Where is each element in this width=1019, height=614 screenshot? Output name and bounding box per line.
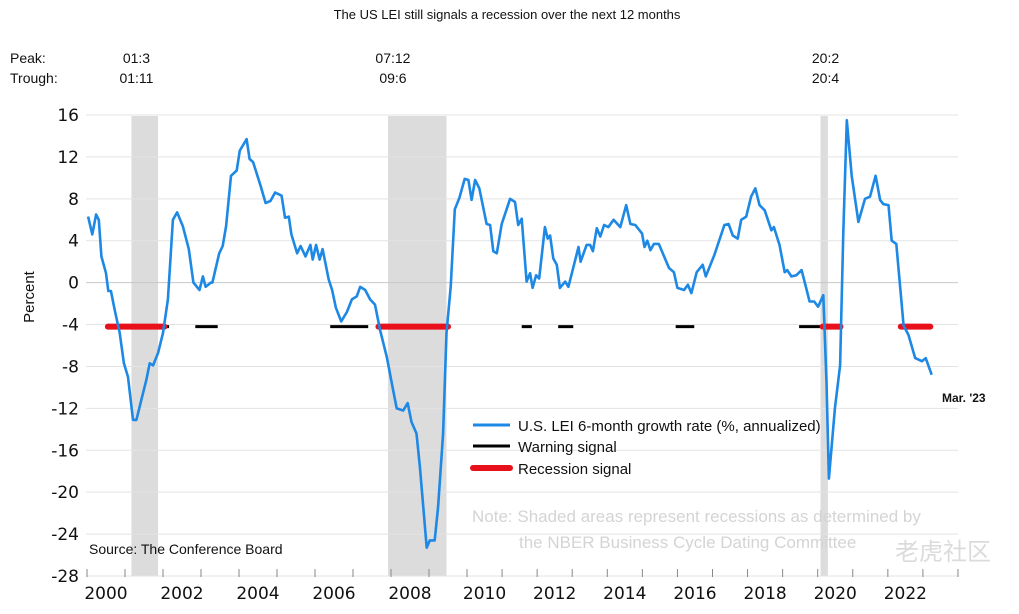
y-tick-label: 4 <box>68 232 79 252</box>
lei-series <box>86 118 933 550</box>
last-point-annotation: Mar. '23 <box>942 391 986 405</box>
x-tick-label: 2006 <box>312 584 355 604</box>
peak-date-1: 07:12 <box>375 50 410 66</box>
lei-line <box>86 118 933 550</box>
chart-title: The US LEI still signals a recession ove… <box>334 7 681 22</box>
trough-label: Trough: <box>10 70 58 86</box>
gridlines <box>86 114 958 577</box>
x-tick-label: 2004 <box>236 584 279 604</box>
x-axis-ticks: 2000 2002 2004 2006 2008 2010 2012 2014 2016 2018… <box>84 569 959 604</box>
recession-shade-0 <box>131 116 159 576</box>
x-tick-label: 2008 <box>388 584 431 604</box>
y-tick-label: -4 <box>62 316 79 336</box>
legend-label-lei: U.S. LEI 6-month growth rate (%, annuali… <box>518 418 821 435</box>
x-tick-label: 2000 <box>84 584 127 604</box>
y-axis-ticks: 16 12 8 4 0 -4 -8 -12 -16 -20 -24 -28 <box>51 106 79 587</box>
nber-note-2: the NBER Business Cycle Dating Committee <box>519 533 856 552</box>
trough-date-1: 09:6 <box>379 70 406 86</box>
y-tick-label: 16 <box>57 106 79 126</box>
x-tick-label: 2016 <box>673 584 716 604</box>
y-axis-label: Percent <box>21 270 38 323</box>
peak-trough-labels: 01:3 01:11 07:12 09:6 20:2 20:4 <box>119 50 839 86</box>
y-tick-label: -8 <box>62 357 79 377</box>
trough-date-0: 01:11 <box>119 70 153 86</box>
x-tick-label: 2018 <box>743 584 786 604</box>
source-note: Source: The Conference Board <box>89 541 283 557</box>
legend: U.S. LEI 6-month growth rate (%, annuali… <box>470 418 821 478</box>
x-tick-label: 2012 <box>533 584 576 604</box>
peak-date-0: 01:3 <box>123 50 150 66</box>
y-tick-label: -16 <box>51 441 79 461</box>
y-tick-label: -12 <box>51 399 79 419</box>
peak-date-2: 20:2 <box>812 50 839 66</box>
legend-label-warning: Warning signal <box>518 439 617 456</box>
x-tick-label: 2014 <box>603 584 646 604</box>
x-tick-label: 2020 <box>814 584 857 604</box>
recession-shade-1 <box>387 116 447 576</box>
x-tick-label: 2022 <box>884 584 927 604</box>
y-tick-label: -20 <box>51 483 79 503</box>
trough-date-2: 20:4 <box>812 70 839 86</box>
x-tick-label: 2002 <box>160 584 203 604</box>
x-tick-label: 2010 <box>463 584 506 604</box>
y-tick-label: -24 <box>51 525 79 545</box>
y-tick-label: 8 <box>68 190 79 210</box>
y-tick-label: 0 <box>68 274 79 294</box>
watermark: 老虎社区 <box>895 539 991 566</box>
y-tick-label: -28 <box>51 567 79 587</box>
peak-label: Peak: <box>10 50 46 66</box>
y-tick-label: 12 <box>57 148 79 168</box>
legend-label-recession: Recession signal <box>518 461 631 478</box>
nber-note-1: Note: Shaded areas represent recessions … <box>472 507 921 526</box>
